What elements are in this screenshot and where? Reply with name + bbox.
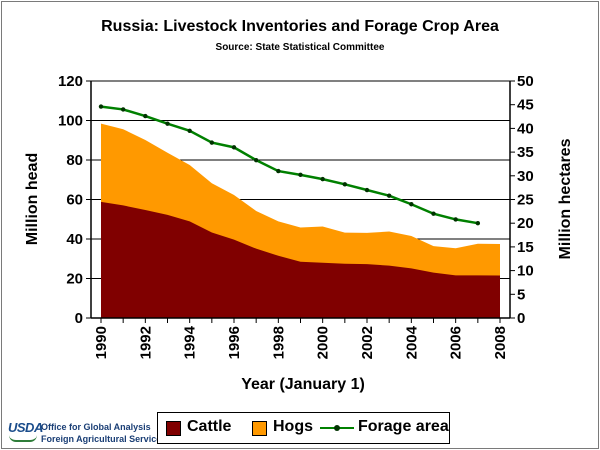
point-forage-area-2003 (386, 193, 392, 198)
x-tick-label-2006: 2006 (448, 326, 465, 359)
usda-logo-wave-icon (9, 435, 37, 442)
y-right-tick-label-10: 10 (517, 263, 534, 280)
point-forage-area-1990 (98, 104, 104, 109)
y-axis-title: Million head (24, 153, 41, 245)
x-tick-label-1996: 1996 (226, 326, 243, 359)
y-right-tick-label-20: 20 (517, 215, 534, 232)
y-tick-label-0: 0 (75, 310, 83, 327)
point-forage-area-1995 (209, 140, 215, 145)
y-right-tick-label-30: 30 (517, 168, 534, 185)
point-forage-area-1993 (165, 121, 170, 126)
point-forage-area-2001 (342, 182, 348, 187)
point-forage-area-1998 (276, 168, 281, 174)
x-axis-title: Year (January 1) (241, 376, 365, 393)
y-right-tick-label-15: 15 (517, 239, 534, 256)
y-tick-label-20: 20 (66, 271, 83, 288)
chart-title: Russia: Livestock Inventories and Forage… (101, 18, 499, 35)
usda-service-name: Foreign Agricultural Service (41, 434, 162, 444)
legend-marker-forage-area (334, 425, 340, 431)
x-tick-label-2000: 2000 (315, 326, 332, 359)
point-forage-area-2006 (453, 217, 458, 222)
chart-subtitle: Source: State Statistical Committee (215, 42, 385, 53)
x-tick-label-2008: 2008 (492, 326, 509, 359)
x-tick-label-1994: 1994 (182, 325, 199, 359)
usda-office-name: Office for Global Analysis (41, 422, 151, 432)
y-right-tick-label-50: 50 (517, 73, 534, 90)
y-right-tick-label-40: 40 (517, 120, 534, 137)
x-tick-label-1998: 1998 (270, 326, 287, 359)
chart-legend: Cattle Hogs Forage area (157, 412, 450, 444)
line-forage-area (100, 105, 479, 225)
x-tick-label-2004: 2004 (403, 325, 420, 359)
point-forage-area-1997 (253, 157, 259, 163)
point-forage-area-1999 (298, 172, 303, 178)
legend-label-forage-area: Forage area (358, 418, 449, 435)
y-tick-label-40: 40 (66, 231, 83, 248)
point-forage-area-1991 (120, 107, 126, 112)
point-forage-area-2007 (475, 221, 481, 226)
y-axis-right-title: Million hectares (557, 138, 574, 259)
x-tick-label-1992: 1992 (137, 326, 154, 359)
legend-label-hogs: Hogs (273, 418, 313, 435)
point-forage-area-2004 (409, 202, 414, 207)
x-tick-label-1990: 1990 (93, 326, 110, 359)
y-tick-label-80: 80 (66, 152, 83, 169)
y-tick-label-100: 100 (58, 113, 83, 130)
legend-swatch-cattle (166, 421, 181, 436)
y-right-tick-label-5: 5 (517, 286, 525, 303)
usda-logo: USDA (8, 420, 43, 435)
y-tick-label-60: 60 (66, 192, 83, 209)
legend-swatch-hogs (252, 421, 267, 436)
point-forage-area-1996 (231, 145, 237, 150)
point-forage-area-2002 (364, 187, 370, 193)
y-right-tick-label-45: 45 (517, 97, 534, 114)
point-forage-area-2005 (431, 211, 436, 216)
y-right-tick-label-0: 0 (517, 310, 525, 327)
area-cattle (101, 201, 500, 318)
y-tick-label-120: 120 (58, 73, 83, 90)
legend-label-cattle: Cattle (187, 418, 232, 435)
x-tick-label-2002: 2002 (359, 326, 376, 359)
point-forage-area-1994 (187, 128, 192, 133)
y-right-tick-label-35: 35 (517, 144, 534, 161)
y-right-tick-label-25: 25 (517, 192, 534, 209)
point-forage-area-1992 (143, 113, 148, 119)
usda-branding: USDA Office for Global Analysis Foreign … (8, 418, 188, 446)
point-forage-area-2000 (320, 176, 325, 182)
